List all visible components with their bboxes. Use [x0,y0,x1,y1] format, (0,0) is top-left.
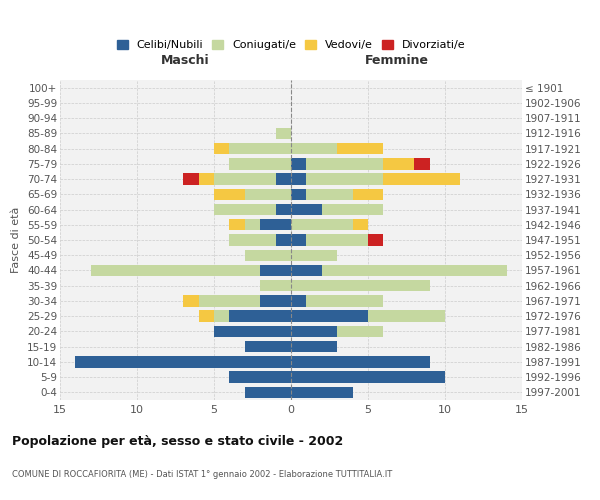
Bar [291,356,430,368]
Bar [291,386,353,398]
Bar [307,188,353,200]
Legend: Celibi/Nubili, Coniugati/e, Vedovi/e, Divorziati/e: Celibi/Nubili, Coniugati/e, Vedovi/e, Di… [115,38,467,52]
Bar [245,219,260,230]
Bar [183,295,199,306]
Bar [307,295,383,306]
Bar [291,280,430,291]
Bar [199,310,214,322]
Bar [307,158,383,170]
Bar [291,188,307,200]
Bar [337,326,383,337]
Bar [291,250,337,261]
Bar [291,372,445,383]
Y-axis label: Anni di nascita: Anni di nascita [598,198,600,281]
Bar [260,295,291,306]
Bar [368,234,383,246]
Bar [291,143,337,154]
Bar [368,310,445,322]
Y-axis label: Fasce di età: Fasce di età [11,207,22,273]
Bar [291,234,307,246]
Text: Popolazione per età, sesso e stato civile - 2002: Popolazione per età, sesso e stato civil… [12,435,343,448]
Bar [291,326,337,337]
Bar [183,174,199,185]
Bar [353,188,383,200]
Bar [91,265,260,276]
Bar [275,174,291,185]
Bar [291,204,322,215]
Bar [214,310,229,322]
Bar [307,234,368,246]
Bar [229,143,291,154]
Bar [214,143,229,154]
Bar [214,174,275,185]
Bar [291,265,322,276]
Bar [275,204,291,215]
Bar [260,219,291,230]
Bar [229,234,275,246]
Bar [275,234,291,246]
Bar [322,265,506,276]
Bar [245,188,291,200]
Bar [76,356,291,368]
Bar [291,341,337,352]
Bar [291,158,307,170]
Bar [214,326,291,337]
Bar [245,250,291,261]
Bar [229,372,291,383]
Bar [383,158,414,170]
Text: Maschi: Maschi [160,54,209,67]
Bar [291,295,307,306]
Bar [383,174,460,185]
Bar [307,174,383,185]
Bar [322,204,383,215]
Bar [353,219,368,230]
Bar [337,143,383,154]
Bar [214,204,275,215]
Bar [291,174,307,185]
Bar [245,341,291,352]
Text: COMUNE DI ROCCAFIORITA (ME) - Dati ISTAT 1° gennaio 2002 - Elaborazione TUTTITAL: COMUNE DI ROCCAFIORITA (ME) - Dati ISTAT… [12,470,392,479]
Text: Femmine: Femmine [365,54,429,67]
Bar [291,219,353,230]
Bar [260,280,291,291]
Bar [229,310,291,322]
Bar [229,219,245,230]
Bar [260,265,291,276]
Bar [229,158,291,170]
Bar [414,158,430,170]
Bar [275,128,291,139]
Bar [291,310,368,322]
Bar [199,295,260,306]
Bar [245,386,291,398]
Bar [199,174,214,185]
Bar [214,188,245,200]
